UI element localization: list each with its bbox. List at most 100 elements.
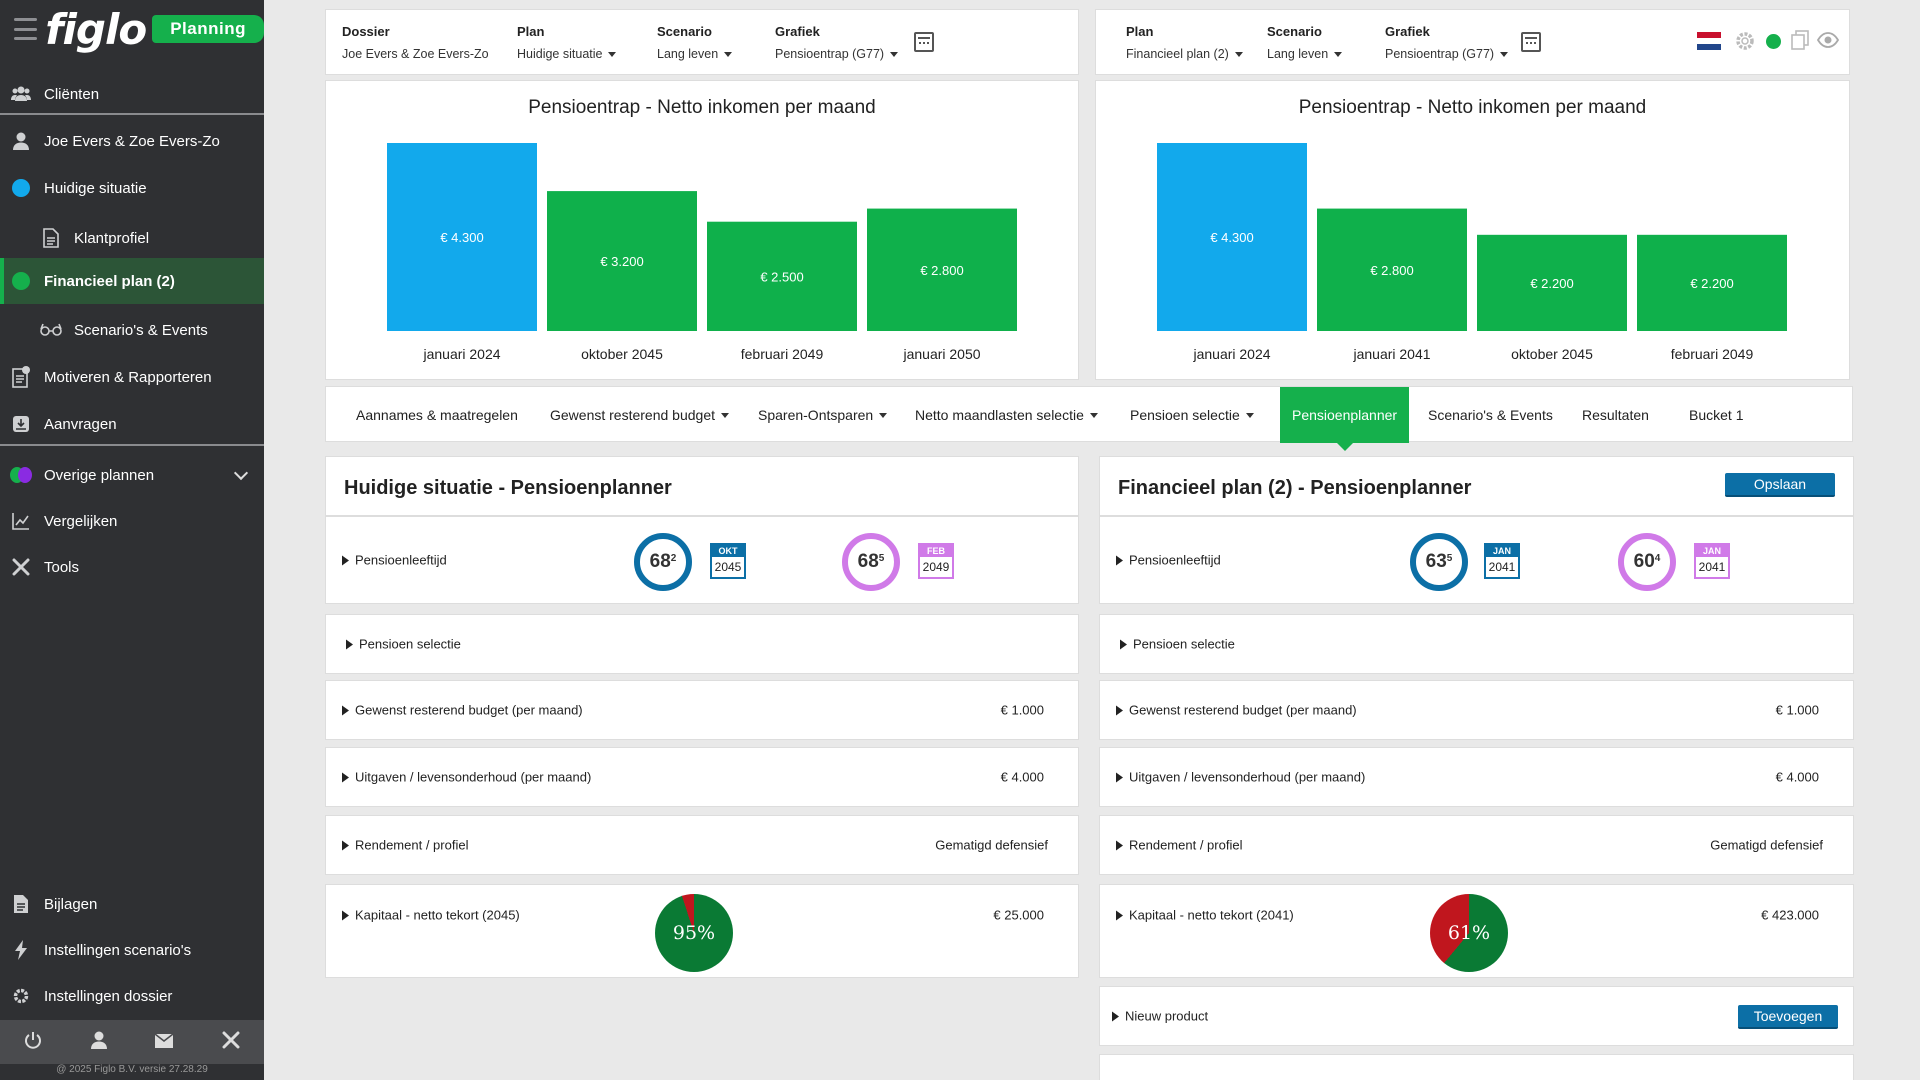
topbar-left: Dossier Joe Evers & Zoe Evers-Zo Plan Hu… [325, 9, 1079, 75]
document-icon [40, 227, 62, 249]
chart-title: Pensioentrap - Netto inkomen per maand [528, 97, 876, 118]
sidebar-item-huidige-situatie[interactable]: Huidige situatie [0, 172, 264, 204]
tab-netto-maandlasten[interactable]: Netto maandlasten selectie [915, 387, 1098, 443]
uitgaven-row[interactable]: Uitgaven / levensonderhoud (per maand) €… [325, 747, 1079, 807]
chart-panel-right: Pensioentrap - Netto inkomen per maand €… [1095, 80, 1850, 380]
sidebar-item-overige-plannen[interactable]: Overige plannen [0, 459, 264, 491]
brand-bar: figlo Planning [0, 0, 264, 58]
tab-bar: Aannames & maatregelen Gewenst resterend… [325, 386, 1853, 451]
chart-data-label: € 4.300 [1210, 230, 1253, 245]
settings-icon[interactable] [1734, 30, 1756, 57]
rendement-row[interactable]: Rendement / profiel Gematigd defensief [1099, 815, 1854, 875]
sidebar-item-klantprofiel[interactable]: Klantprofiel [0, 222, 264, 254]
sidebar-item-client-dossier[interactable]: Joe Evers & Zoe Evers-Zo [0, 125, 264, 157]
save-button[interactable]: Opslaan [1725, 473, 1835, 497]
sidebar-item-label: Instellingen scenario's [44, 941, 192, 959]
dutch-flag-icon[interactable] [1697, 32, 1721, 50]
date-badge-person1: JAN 2041 [1484, 543, 1520, 579]
file-icon [10, 893, 32, 915]
grafiek-select[interactable]: Grafiek Pensioentrap (G77) [1385, 24, 1508, 61]
power-icon[interactable] [24, 1031, 42, 1054]
tab-pensioenplanner[interactable]: Pensioenplanner [1280, 387, 1410, 451]
sidebar-item-tools[interactable]: Tools [0, 551, 264, 583]
nieuw-product-row[interactable]: Nieuw product Toevoegen [1099, 986, 1854, 1046]
sidebar-item-bijlagen[interactable]: Bijlagen [0, 888, 264, 920]
pensioen-selectie-row[interactable]: Pensioen selectie [325, 614, 1079, 674]
tab-sparen-ontsparen[interactable]: Sparen-Ontsparen [758, 387, 887, 443]
tab-aannames[interactable]: Aannames & maatregelen [356, 407, 518, 423]
pensioentrap-chart-right: € 4.300 januari 2024 € 2.800 januari 2041 € … [1157, 143, 1787, 362]
page-title: Huidige situatie - Pensioenplanner [344, 477, 672, 499]
chart-bar [707, 221, 857, 331]
age-ring-person2: 68 5 [842, 533, 900, 591]
pensioen-selectie-row[interactable]: Pensioen selectie [1099, 614, 1854, 674]
chart-bar [867, 208, 1017, 331]
pensioenleeftijd-row[interactable]: Pensioenleeftijd 68 2 OKT 2045 68 5 FEB 20… [325, 516, 1079, 604]
menu-icon[interactable] [14, 18, 38, 40]
divider [0, 113, 264, 115]
chart-title: Pensioentrap - Netto inkomen per maand [1298, 97, 1647, 118]
rendement-value: Gematigd defensief [1710, 837, 1823, 853]
chart-category-label: oktober 2045 [1511, 346, 1593, 362]
chart-panel-left: Pensioentrap - Netto inkomen per maand €… [325, 80, 1079, 380]
sidebar-item-vergelijken[interactable]: Vergelijken [0, 505, 264, 537]
calendar-icon[interactable] [914, 32, 934, 52]
sidebar-item-instellingen-dossier[interactable]: Instellingen dossier [0, 980, 264, 1012]
sidebar-item-label: Instellingen dossier [44, 987, 173, 1005]
sidebar-item-scenarios-events[interactable]: Scenario's & Events [0, 314, 264, 346]
add-button[interactable]: Toevoegen [1738, 1005, 1838, 1029]
rendement-value: Gematigd defensief [935, 837, 1048, 853]
budget-value: € 1.000 [1775, 702, 1819, 718]
kapitaal-row[interactable]: Kapitaal - netto tekort (2041) 61% € 423… [1099, 884, 1854, 978]
sidebar-item-financieel-plan[interactable]: Financieel plan (2) [0, 258, 264, 304]
budget-row[interactable]: Gewenst resterend budget (per maand) € 1… [1099, 680, 1854, 740]
chart-bar [1477, 234, 1627, 331]
chart-bar [387, 143, 537, 331]
tab-pensioen-selectie[interactable]: Pensioen selectie [1130, 387, 1254, 443]
sidebar-item-instellingen-scenarios[interactable]: Instellingen scenario's [0, 934, 264, 966]
divider [0, 444, 264, 446]
budget-row[interactable]: Gewenst resterend budget (per maand) € 1… [325, 680, 1079, 740]
tab-resultaten[interactable]: Resultaten [1582, 407, 1649, 423]
plan-select[interactable]: Plan Financieel plan (2) [1126, 24, 1243, 61]
pensioenleeftijd-row[interactable]: Pensioenleeftijd 63 5 JAN 2041 60 4 JAN 20… [1099, 516, 1854, 604]
report-icon [10, 366, 32, 388]
copy-icon[interactable] [1791, 30, 1809, 55]
calendar-icon[interactable] [1521, 32, 1541, 52]
chart-category-label: januari 2024 [422, 346, 500, 362]
grafiek-select[interactable]: Grafiek Pensioentrap (G77) [775, 24, 898, 61]
pensioentrap-chart-left: € 4.300 januari 2024 € 3.200 oktober 2045 € … [387, 143, 1017, 362]
status-dot-icon [1766, 34, 1781, 49]
chevron-down-icon[interactable] [233, 465, 249, 481]
tab-scenarios-events[interactable]: Scenario's & Events [1428, 407, 1553, 423]
chart-bar [547, 191, 697, 331]
next-row-partial [1099, 1054, 1854, 1080]
tools-icon[interactable] [222, 1031, 240, 1054]
rendement-row[interactable]: Rendement / profiel Gematigd defensief [325, 815, 1079, 875]
sidebar-item-aanvragen[interactable]: Aanvragen [0, 408, 264, 440]
scenario-select[interactable]: Scenario Lang leven [657, 24, 732, 61]
sidebar: figlo Planning Cliënten Joe Evers & Zoe … [0, 0, 264, 1080]
chart-data-label: € 2.200 [1530, 276, 1573, 291]
sidebar-bottom-bar [0, 1020, 264, 1064]
eye-icon[interactable] [1816, 32, 1840, 53]
sidebar-item-motiveren[interactable]: Motiveren & Rapporteren [0, 361, 264, 393]
chart-bar [1637, 234, 1787, 331]
tools-icon [10, 556, 32, 578]
scenario-select[interactable]: Scenario Lang leven [1267, 24, 1342, 61]
user-profile-icon[interactable] [90, 1031, 107, 1054]
chart-bar [1157, 143, 1307, 331]
kapitaal-row[interactable]: Kapitaal - netto tekort (2045) 95% € 25.… [325, 884, 1079, 978]
budget-value: € 1.000 [1000, 702, 1044, 718]
sidebar-item-clienten[interactable]: Cliënten [0, 78, 264, 110]
plan-select[interactable]: Plan Huidige situatie [517, 24, 616, 61]
chart-category-label: januari 2050 [902, 346, 980, 362]
tab-gewenst-budget[interactable]: Gewenst resterend budget [550, 387, 729, 443]
mail-icon[interactable] [154, 1032, 174, 1053]
tab-bucket-1[interactable]: Bucket 1 [1689, 407, 1744, 423]
kapitaal-pie: 95% [655, 894, 733, 972]
uitgaven-row[interactable]: Uitgaven / levensonderhoud (per maand) €… [1099, 747, 1854, 807]
sidebar-item-label: Klantprofiel [74, 229, 150, 247]
page-title: Financieel plan (2) - Pensioenplanner [1118, 477, 1472, 499]
chart-category-label: februari 2049 [1671, 346, 1754, 362]
